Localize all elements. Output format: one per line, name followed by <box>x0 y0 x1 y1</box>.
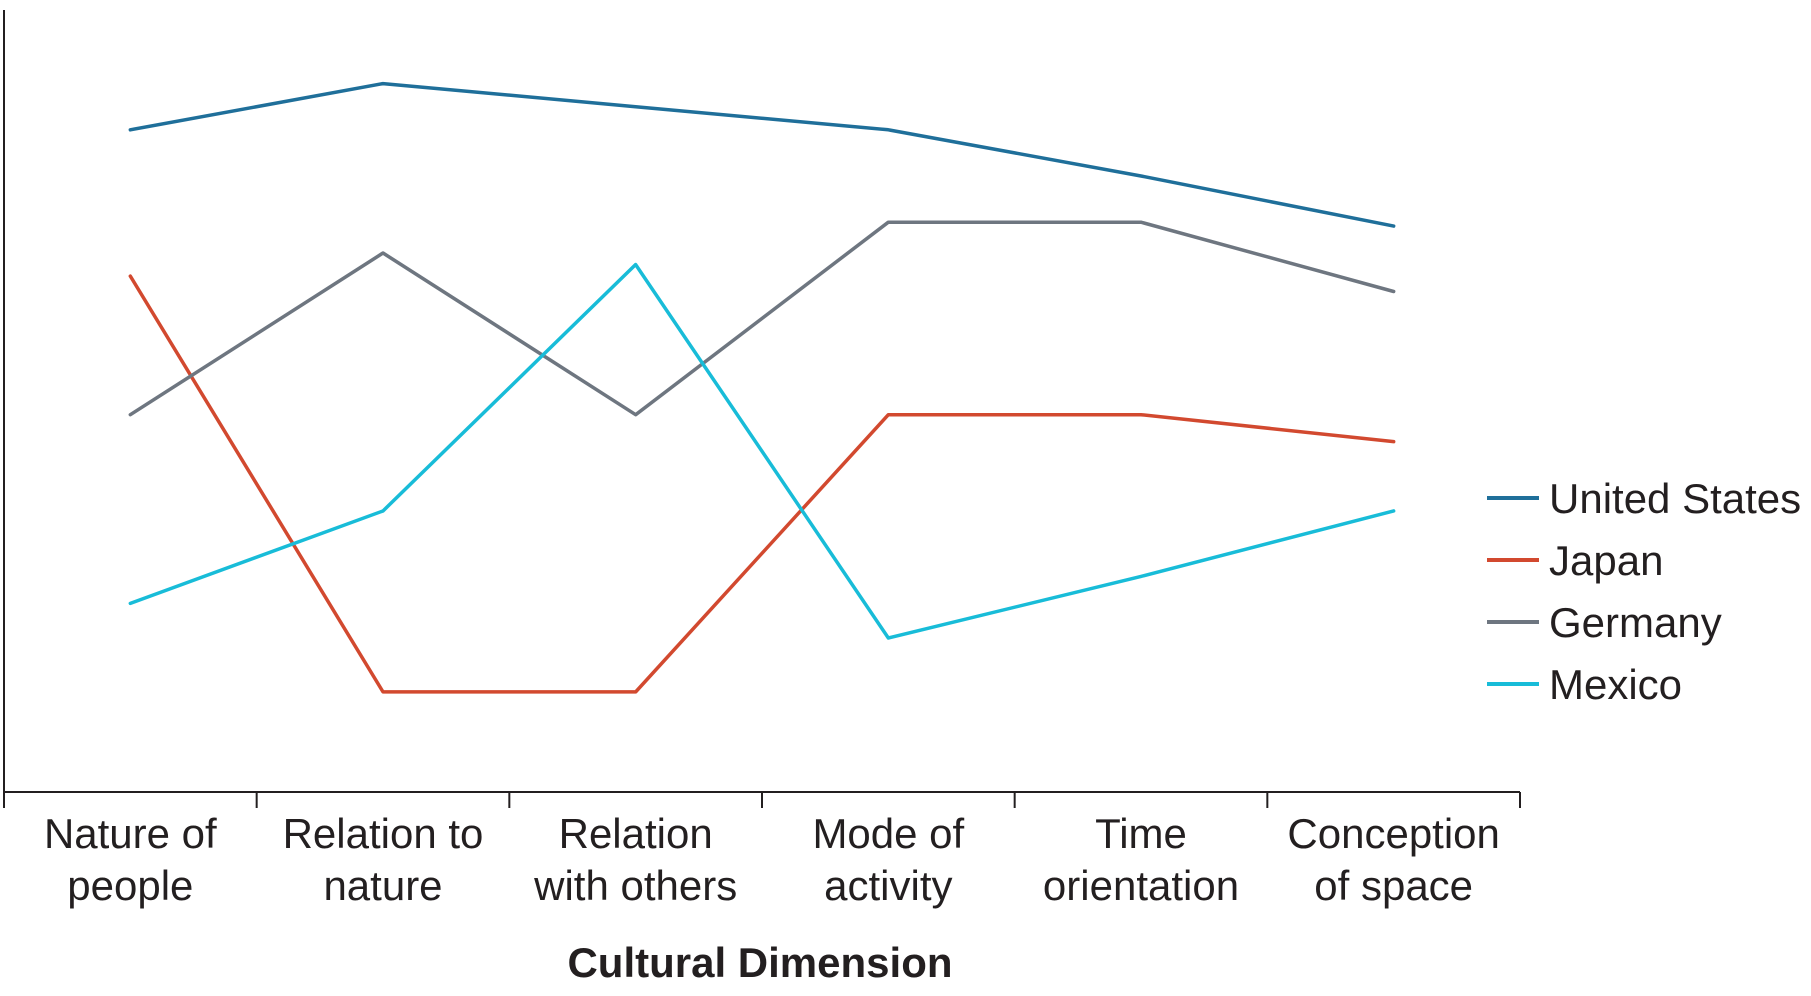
x-tick-label-line: Mode of <box>812 810 964 857</box>
x-tick-label-line: people <box>67 862 193 909</box>
series-line-mexico <box>128 262 1396 640</box>
x-tick-label-line: Conception <box>1287 810 1499 857</box>
x-axis-ticks <box>3 792 1521 808</box>
x-tick-label: Relation to nature <box>283 810 484 909</box>
x-tick-label: Conception of space <box>1287 810 1499 909</box>
x-tick-label-line: orientation <box>1043 862 1239 909</box>
series-line-japan <box>128 274 1396 694</box>
x-tick-label: Relation with others <box>533 810 737 909</box>
x-tick-label: Time orientation <box>1043 810 1239 909</box>
x-tick-label-line: Nature of <box>44 810 217 857</box>
x-axis-title: Cultural Dimension <box>567 939 952 986</box>
legend-label-japan: Japan <box>1549 537 1663 584</box>
series-line-germany <box>128 220 1396 417</box>
x-tick-label-line: Relation <box>559 810 713 857</box>
x-tick-label-line: with others <box>533 862 737 909</box>
legend-label-united-states: United States <box>1549 475 1801 522</box>
legend-label-mexico: Mexico <box>1549 661 1682 708</box>
legend-label-germany: Germany <box>1549 599 1722 646</box>
x-tick-label: Nature of people <box>44 810 217 909</box>
x-tick-label-line: Time <box>1095 810 1187 857</box>
series-lines <box>128 81 1396 694</box>
x-tick-label-line: Relation to <box>283 810 484 857</box>
x-tick-label: Mode of activity <box>812 810 964 909</box>
series-line-united-states <box>128 81 1396 228</box>
legend: United States Japan Germany Mexico <box>1487 475 1801 708</box>
x-tick-label-line: of space <box>1314 862 1473 909</box>
x-tick-label-line: activity <box>824 862 952 909</box>
x-tick-label-line: nature <box>323 862 442 909</box>
